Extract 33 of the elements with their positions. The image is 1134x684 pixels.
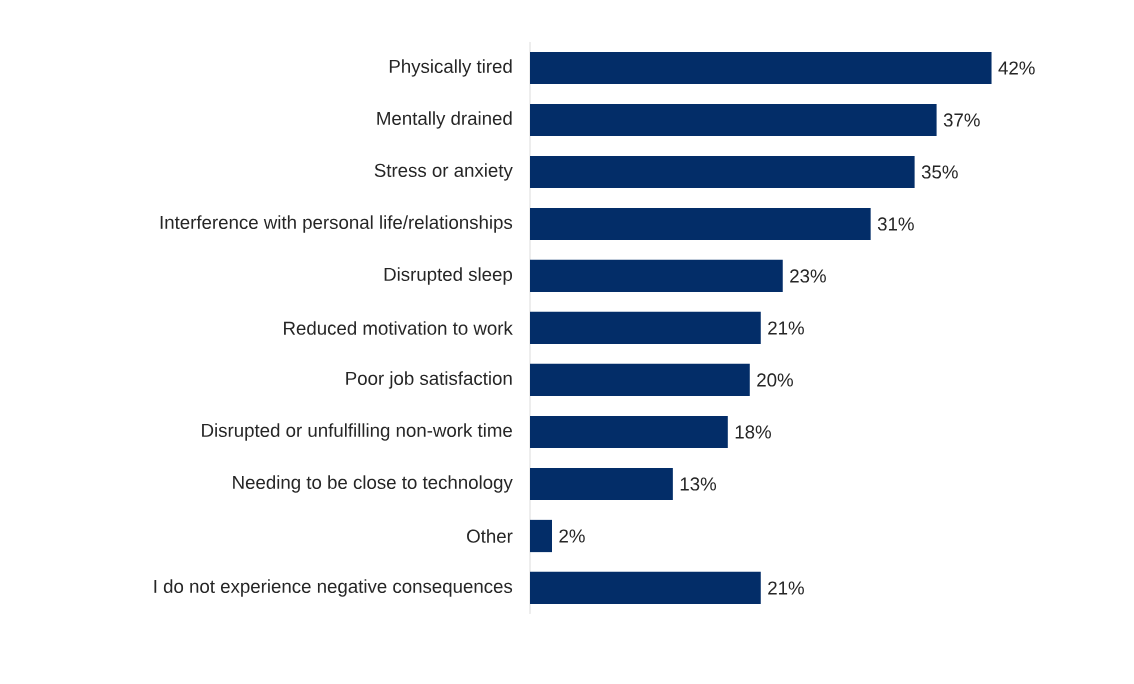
- data-label: 2%: [559, 529, 585, 543]
- bar: [530, 415, 728, 449]
- bar: [530, 51, 992, 85]
- data-label: 13%: [680, 477, 717, 491]
- bar: [530, 311, 761, 345]
- bar: [530, 103, 937, 137]
- data-label: 21%: [768, 321, 804, 335]
- data-label: 18%: [735, 425, 771, 439]
- y-tick-label: I do not experience negative consequences: [154, 579, 513, 597]
- bar: [530, 155, 915, 189]
- bar: [530, 363, 750, 397]
- data-label: 37%: [943, 113, 980, 127]
- data-label: 35%: [921, 165, 958, 179]
- bar: [530, 467, 673, 501]
- y-tick-label: Reduced motivation to work: [284, 321, 513, 335]
- data-label: 42%: [998, 61, 1035, 75]
- bar: [530, 207, 871, 241]
- data-label: 20%: [757, 373, 793, 387]
- data-label: 31%: [877, 217, 914, 231]
- bar: [530, 519, 552, 553]
- data-label: 23%: [790, 269, 826, 283]
- bar: [530, 259, 783, 293]
- y-tick-label: Other: [467, 529, 513, 543]
- y-tick-label: Poor job satisfaction: [346, 371, 512, 389]
- y-tick-label: Interference with personal life/relationships: [160, 215, 513, 233]
- bar: [530, 571, 761, 605]
- y-tick-label: Disrupted sleep: [384, 267, 513, 285]
- y-tick-label: Stress or anxiety: [374, 163, 513, 181]
- y-tick-label: Needing to be close to technology: [233, 475, 513, 493]
- y-tick-label: Physically tired: [389, 59, 512, 77]
- y-tick-label: Mentally drained: [377, 111, 512, 129]
- data-label: 21%: [768, 581, 804, 595]
- y-tick-label: Disrupted or unfulfilling non-work time: [202, 423, 512, 441]
